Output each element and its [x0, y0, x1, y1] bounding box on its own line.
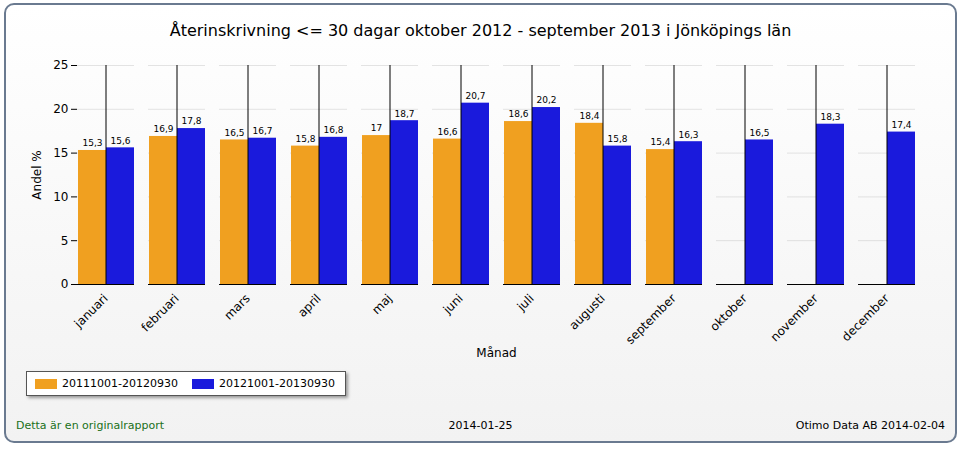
svg-text:0: 0 [61, 277, 69, 291]
html-text:Detta är en originalrapport: Detta är en originalrapport [16, 419, 164, 432]
svg-text:16,5: 16,5 [749, 128, 769, 138]
svg-text:15,3: 15,3 [82, 138, 102, 148]
svg-text:20,2: 20,2 [536, 95, 556, 105]
svg-text:18,6: 18,6 [508, 109, 528, 119]
svg-text:18,4: 18,4 [579, 111, 599, 121]
svg-text:16,5: 16,5 [224, 128, 244, 138]
html-text:20121001-20130930: 20121001-20130930 [219, 377, 335, 390]
html-text:Otimo Data AB 2014-02-04: Otimo Data AB 2014-02-04 [795, 419, 945, 432]
svg-text:Andel %: Andel % [30, 150, 44, 199]
svg-text:17: 17 [371, 123, 382, 133]
html-text:20111001-20120930: 20111001-20120930 [62, 377, 178, 390]
svg-text:mars: mars [222, 291, 253, 322]
html-text:2014-01-25: 2014-01-25 [448, 419, 513, 432]
svg-text:17,8: 17,8 [181, 116, 201, 126]
svg-text:augusti: augusti [566, 291, 607, 332]
svg-text:november: november [768, 291, 821, 344]
svg-text:maj: maj [369, 291, 395, 317]
svg-text:juli: juli [514, 291, 537, 314]
svg-text:16,7: 16,7 [252, 126, 272, 136]
svg-text:april: april [295, 291, 324, 320]
svg-text:5: 5 [61, 234, 69, 248]
svg-text:15,4: 15,4 [650, 137, 670, 147]
svg-text:september: september [623, 291, 679, 347]
svg-text:10: 10 [53, 190, 68, 204]
svg-text:oktober: oktober [707, 291, 750, 334]
svg-text:18,7: 18,7 [394, 109, 414, 119]
svg-text:20: 20 [53, 102, 68, 116]
svg-text:20,7: 20,7 [465, 91, 485, 101]
svg-text:16,9: 16,9 [153, 124, 173, 134]
svg-text:december: december [839, 291, 892, 344]
svg-text:16,8: 16,8 [323, 125, 343, 135]
svg-text:16,6: 16,6 [437, 127, 457, 137]
svg-text:15,6: 15,6 [110, 136, 130, 146]
svg-text:16,3: 16,3 [678, 130, 698, 140]
html-text:Återinskrivning <= 30 dagar ok: Återinskrivning <= 30 dagar oktober 2012… [169, 21, 792, 40]
svg-text:15: 15 [53, 146, 68, 160]
svg-text:17,4: 17,4 [891, 120, 911, 130]
svg-text:januari: januari [71, 291, 111, 331]
svg-text:15,8: 15,8 [607, 134, 627, 144]
svg-text:18,3: 18,3 [820, 112, 840, 122]
svg-text:juni: juni [440, 291, 466, 317]
svg-text:februari: februari [138, 291, 181, 334]
svg-text:Månad: Månad [476, 346, 516, 360]
svg-text:25: 25 [53, 58, 68, 72]
svg-text:15,8: 15,8 [295, 134, 315, 144]
